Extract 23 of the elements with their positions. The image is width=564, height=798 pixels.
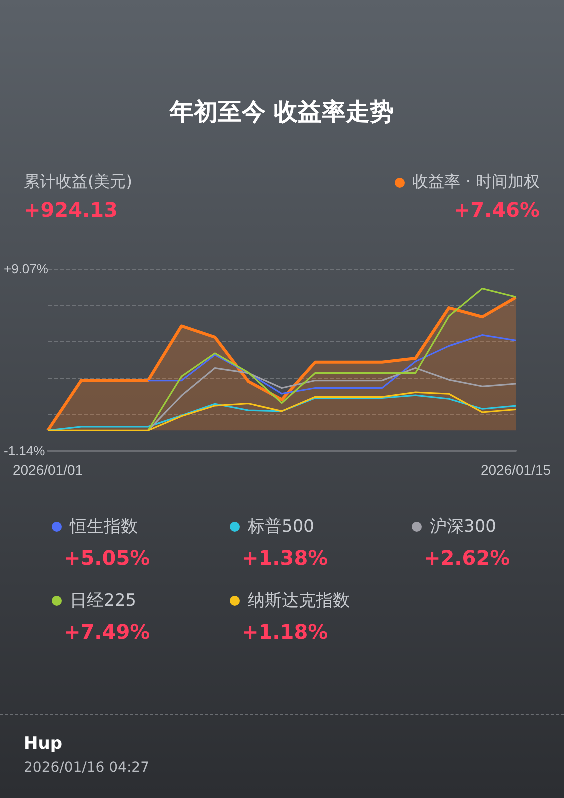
text: +2.62% <box>424 546 510 570</box>
line-series <box>147 334 517 395</box>
chart-title: 年初至今 收益率走势 <box>168 97 396 128</box>
text: +924.13 <box>24 198 118 222</box>
text: +1.38% <box>242 546 328 570</box>
text: +1.18% <box>242 620 328 644</box>
legend-label: 收益率 · 时间加权 <box>412 172 540 193</box>
text: +5.05% <box>64 546 150 570</box>
legend-label: 恒生指数 <box>68 516 138 538</box>
legend-label: 日经225 <box>69 590 136 612</box>
line-series <box>147 288 517 432</box>
y-tick-label: +9.07% <box>4 262 49 276</box>
text: +7.49% <box>64 620 150 644</box>
text: Hup <box>24 734 62 754</box>
text: 2026/01/16 04:27 <box>24 760 150 776</box>
text: +7.46% <box>454 198 540 222</box>
text: 累计收益(美元) <box>24 172 132 193</box>
legend-label: 纳斯达克指数 <box>247 590 350 612</box>
legend-label: 标普500 <box>247 516 314 538</box>
legend-label: 沪深300 <box>429 516 496 538</box>
x-tick-label: 2026/01/01 <box>12 462 84 478</box>
x-tick-label: 2026/01/15 <box>480 462 552 478</box>
y-tick-label: -1.14% <box>4 444 46 458</box>
